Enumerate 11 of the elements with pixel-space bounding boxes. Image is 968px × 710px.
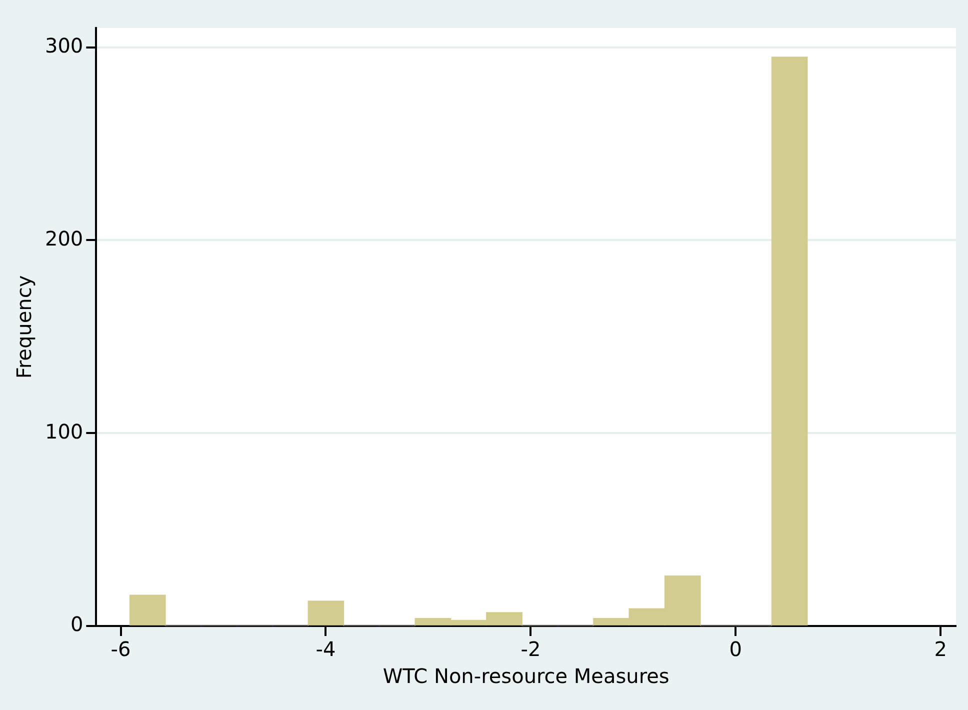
x-tick-label: -2 xyxy=(520,637,541,662)
y-tick-label: 100 xyxy=(44,419,84,444)
x-axis-title: WTC Non-resource Measures xyxy=(382,664,670,688)
y-tick-label: 300 xyxy=(44,33,84,58)
y-tick-label: 0 xyxy=(70,612,84,636)
x-tick-label: -4 xyxy=(316,637,336,662)
x-tick-label: 2 xyxy=(934,637,947,662)
y-tick-label: 200 xyxy=(44,226,84,250)
x-tick-label: -6 xyxy=(110,637,131,662)
x-tick-label: 0 xyxy=(729,637,742,662)
y-axis-title: Frequency xyxy=(12,275,36,379)
